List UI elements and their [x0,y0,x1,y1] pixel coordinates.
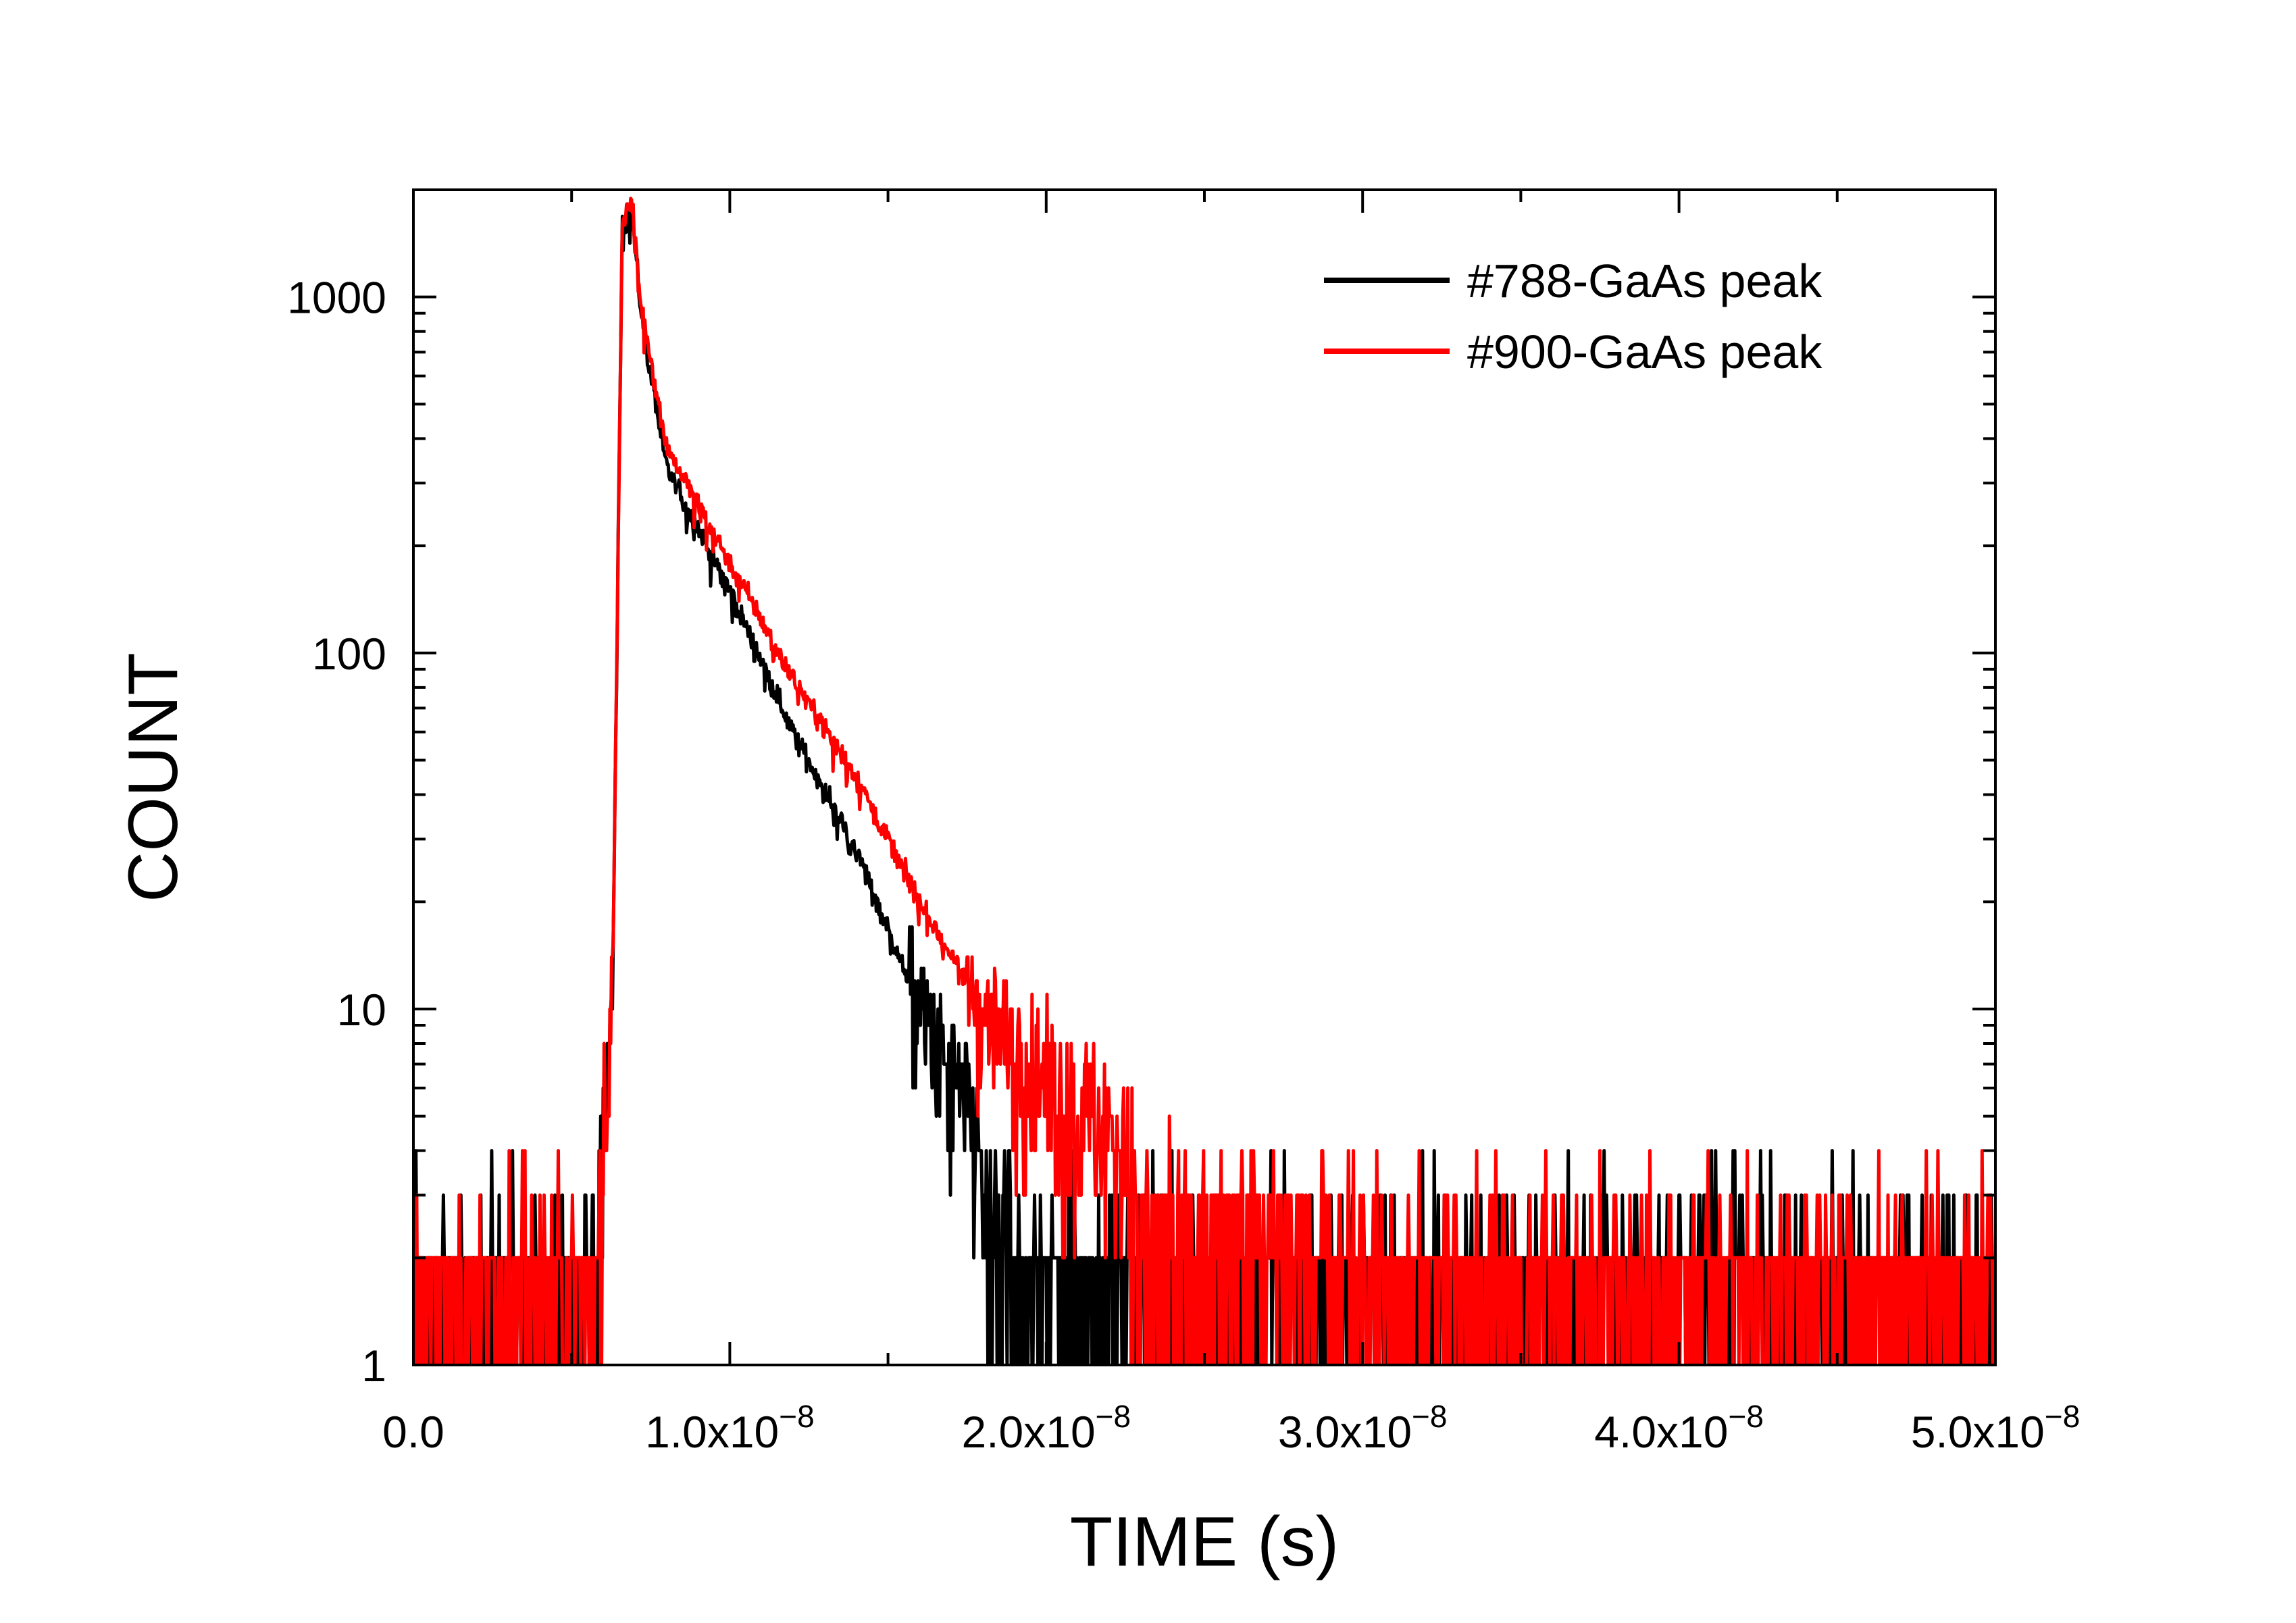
series-line-900-gaas-peak [413,197,1995,1365]
x-axis-title: TIME (s) [1070,1503,1340,1581]
legend-label-900: #900-GaAs peak [1467,326,1822,378]
y-tick-label: 100 [312,629,386,679]
tick-label-layer: 0.0 1.0x10−8 2.0x10−8 3.0x10−8 4.0x10−8 5.0x1… [287,273,2080,1457]
y-tick-label: 1000 [287,273,386,323]
y-tick-label: 10 [337,985,386,1035]
x-tick-label: 2.0x10−8 [961,1399,1131,1457]
y-tick-label: 1 [361,1341,386,1391]
x-tick-label: 4.0x10−8 [1594,1399,1764,1457]
tick-layer [412,188,1997,1366]
x-tick-label: 5.0x10−8 [1911,1399,2081,1457]
x-tick-label: 1.0x10−8 [645,1399,815,1457]
y-axis-title: COUNT [114,652,193,902]
x-tick-label: 3.0x10−8 [1278,1399,1448,1457]
x-tick-label: 0.0 [382,1407,444,1457]
series-layer [413,197,1995,1365]
legend-label-788: #788-GaAs peak [1467,255,1822,307]
legend: #788-GaAs peak #900-GaAs peak [1324,255,1822,378]
